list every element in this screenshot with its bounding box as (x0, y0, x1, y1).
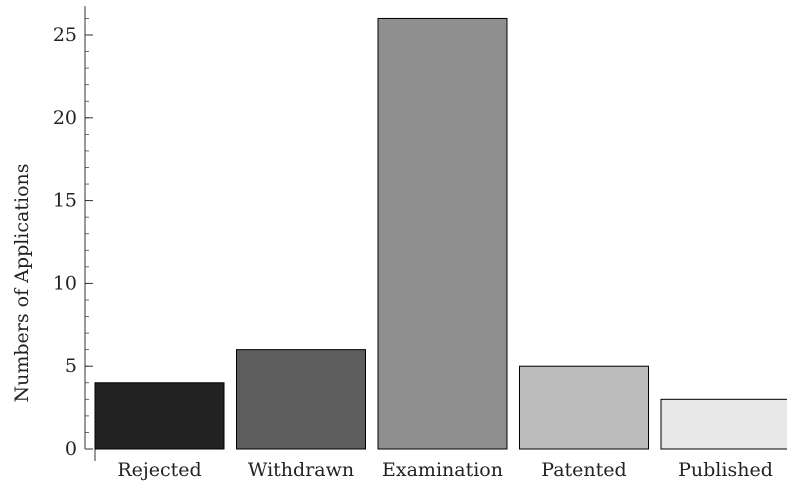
bar-published (660, 398, 787, 450)
x-tick-label: Published (678, 459, 773, 481)
y-tick-label: 5 (65, 355, 77, 377)
x-tick-label: Rejected (117, 459, 201, 481)
y-axis-title: Numbers of Applications (11, 164, 33, 403)
bar-examination (377, 17, 508, 450)
y-tick-label: 15 (53, 190, 77, 212)
bar-patented (519, 365, 649, 450)
y-tick-label: 25 (53, 24, 77, 46)
y-axis: 0 5 10 15 20 25 (53, 6, 96, 461)
y-tick-label: 20 (53, 107, 77, 129)
y-tick-label: 10 (53, 272, 77, 294)
y-tick-label: 0 (65, 438, 77, 460)
bars (94, 17, 787, 450)
bar-withdrawn (236, 349, 366, 450)
x-tick-label: Withdrawn (248, 459, 354, 481)
x-tick-label: Patented (541, 459, 626, 481)
bar-rejected (94, 382, 225, 450)
x-axis-labels: Rejected Withdrawn Examination Patented Publ… (117, 459, 773, 481)
x-tick-label: Examination (382, 459, 503, 481)
